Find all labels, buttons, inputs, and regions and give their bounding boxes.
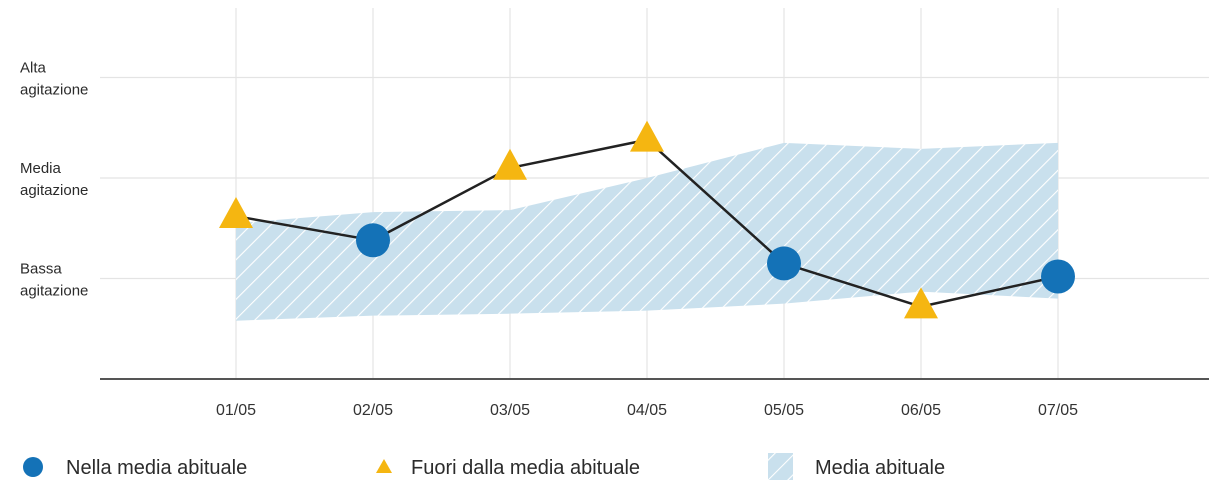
point-circle-05/05	[767, 246, 801, 281]
point-circle-07/05	[1041, 259, 1075, 294]
legend-label-nella: Nella media abituale	[66, 457, 247, 479]
x-tick-label: 04/05	[627, 402, 667, 419]
point-triangle-06/05	[904, 287, 938, 319]
legend-triangle-icon	[376, 459, 392, 473]
x-tick-label: 07/05	[1038, 402, 1078, 419]
axes: 01/05 02/05 03/05 04/05 05/05 06/05 07/05 Alta a…	[20, 60, 1209, 419]
point-triangle-01/05	[219, 196, 253, 228]
x-tick-label: 02/05	[353, 402, 393, 419]
point-triangle-03/05	[493, 148, 527, 180]
legend-label-media: Media abituale	[815, 457, 945, 479]
data-markers	[219, 120, 1075, 319]
x-tick-label: 01/05	[216, 402, 256, 419]
x-tick-label: 06/05	[901, 402, 941, 419]
band-layer	[236, 142, 1058, 321]
usual-range-band	[236, 142, 1058, 321]
y-tick-label: Bassa agitazione	[20, 261, 88, 300]
legend-hatch-icon	[768, 453, 793, 480]
point-triangle-04/05	[630, 120, 664, 152]
y-tick-label: Media agitazione	[20, 160, 88, 199]
point-circle-02/05	[356, 223, 390, 258]
legend: Nella media abituale Fuori dalla media ab…	[23, 453, 945, 480]
legend-label-fuori: Fuori dalla media abituale	[411, 457, 640, 479]
x-tick-label: 05/05	[764, 402, 804, 419]
y-tick-label: Alta agitazione	[20, 60, 88, 99]
legend-circle-icon	[23, 457, 43, 477]
x-tick-label: 03/05	[490, 402, 530, 419]
